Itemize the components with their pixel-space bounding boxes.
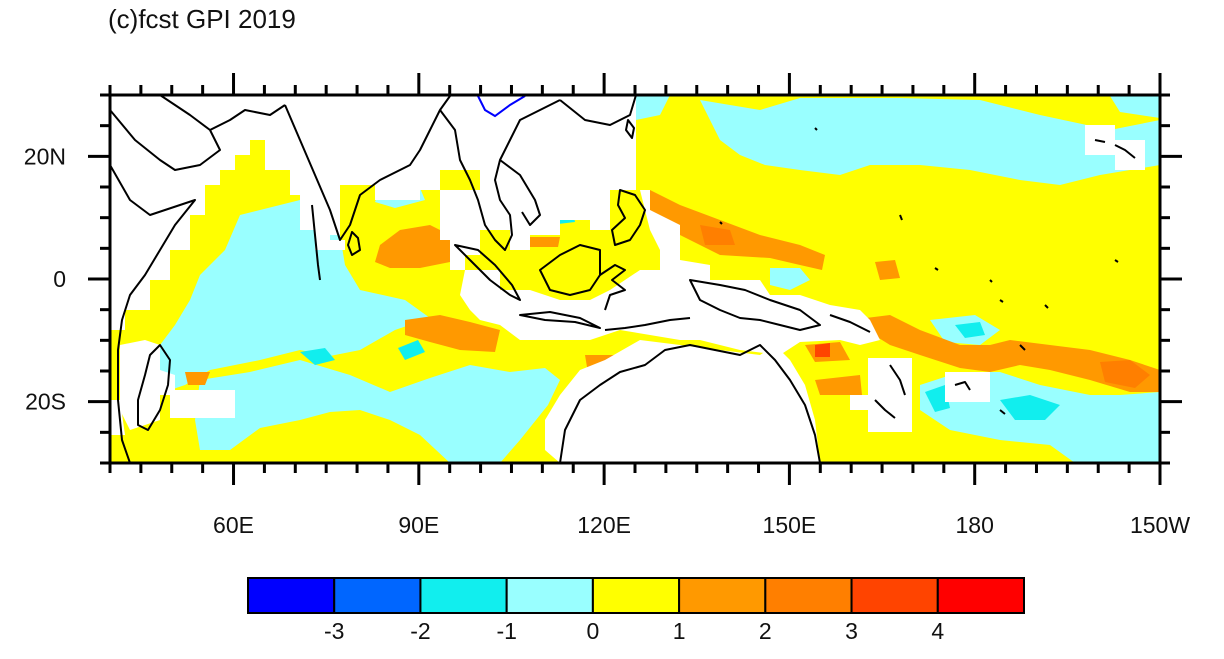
lon-tick-label: 60E [213,512,254,538]
lon-tick-label: 150W [1130,512,1190,538]
missing-data-east-asia [440,95,636,270]
contour-region-south-indian-ocean [195,360,560,463]
longitude-tick-labels: 60E 90E 120E 150E 180 150W [213,512,1190,538]
coastline-new-caledonia [874,399,896,419]
lon-tick-label: 180 [956,512,994,538]
contour-region-west-pacific-warm-pool [770,268,810,290]
contour-region-south-pacific-convergence-zone [850,315,1160,392]
coastline-sri-lanka [347,231,361,256]
contour-region-bay-of-bengal-positive [375,225,450,268]
map-content [110,95,1160,463]
map-title: (c)fcst GPI 2019 [108,4,296,34]
colorbar-label: 4 [931,618,944,644]
contour-region-central-pacific-small [875,260,900,280]
colorbar-swatch [936,577,1025,614]
latitude-tick-labels: 20N 0 20S [24,143,66,414]
lat-tick-label: 0 [53,266,66,292]
missing-data-mask [110,95,1145,463]
lon-tick-label: 120E [577,512,631,538]
coastline-sumatra [454,244,521,301]
colorbar-label: -1 [496,618,516,644]
colorbar-swatch [247,577,336,614]
coastline-madagascar [137,344,171,431]
coastline-india [284,95,451,241]
missing-data-new-caledonia [868,358,912,432]
colorbar-swatch [678,577,767,614]
missing-data-south-asia [290,95,480,250]
coastline-java [519,311,601,329]
colorbar-label: 0 [586,618,599,644]
colorbar [247,577,1025,614]
coastline-lesser-sunda [604,317,691,331]
gpi-peak-regions [815,343,830,357]
contour-region-peak-a [815,343,830,357]
missing-data-sri-lanka [330,240,345,250]
coastline-sulawesi [599,264,626,311]
colorbar-swatch [591,577,681,614]
missing-data-south-pacific-island [850,395,868,410]
lon-tick-label: 90E [398,512,439,538]
contour-region-west-pacific-band [650,190,825,270]
coastline-fiji [954,381,971,391]
contour-region-north-pacific-edge [1110,96,1160,118]
coastlines [110,95,1136,463]
missing-data-australia [545,340,820,463]
lat-tick-label: 20N [24,143,66,169]
colorbar-swatch [505,577,594,614]
missing-data-island-indian-ocean [170,390,235,418]
colorbar-swatch [333,577,422,614]
coastline-china-south [559,95,637,126]
contour-region-northern-sea [636,95,670,120]
coastline-arabia [110,95,221,171]
colorbar-swatch [764,577,853,614]
gpi-strong-positive-regions [700,225,1150,388]
contour-region-mozambique-channel [185,372,210,385]
coastline-new-guinea [689,279,821,331]
colorbar-label: 1 [673,618,686,644]
contour-region-strong-negative-b [398,340,425,360]
contour-region-central-indian-ocean [145,200,430,395]
colorbar-labels: -3 -2 -1 0 1 2 3 4 [324,618,944,644]
contour-region-indian-ocean-band [405,315,500,352]
colorbar-label: 2 [759,618,772,644]
colorbar-label: -2 [410,618,430,644]
contour-region-south-pacific-small [815,375,862,395]
coastline-australia [559,344,821,463]
missing-data-africa-arabia [110,95,290,330]
colorbar-label: -3 [324,618,344,644]
contour-region-strong-negative-a [300,348,335,365]
contour-region-strong-negative-e [925,385,950,412]
lon-tick-label: 150E [763,512,817,538]
coastline-myanmar-malay [439,99,561,251]
coastline-pacific-islands [719,127,1119,415]
missing-data-hawaii [1085,125,1145,170]
coastline-hawaii [1094,139,1136,159]
coastline-philippines [611,189,646,246]
contour-region-strong-negative-f [955,322,985,338]
coastline-africa [110,164,196,463]
coastline-vanuatu [889,364,906,396]
lat-tick-label: 20S [25,389,66,415]
coastline-indochina [499,159,541,226]
colorbar-swatch [850,577,939,614]
missing-data-madagascar [120,340,175,430]
coastline-taiwan [625,119,635,139]
coastline-solomon-islands [829,314,871,333]
contour-region-strong-negative-d [1000,395,1060,420]
axis-ticks [88,73,1182,485]
coastline-maldives [311,204,321,281]
coastline-persian-gulf [209,104,286,131]
colorbar-label: 3 [845,618,858,644]
lake-outline [477,95,526,118]
colorbar-swatch [419,577,508,614]
missing-data-maritime-continent [460,190,880,355]
contour-region-northwest-pacific [700,98,1160,185]
contour-region-strong-positive-a [1100,360,1150,388]
contour-region-strong-positive-b [700,225,735,245]
